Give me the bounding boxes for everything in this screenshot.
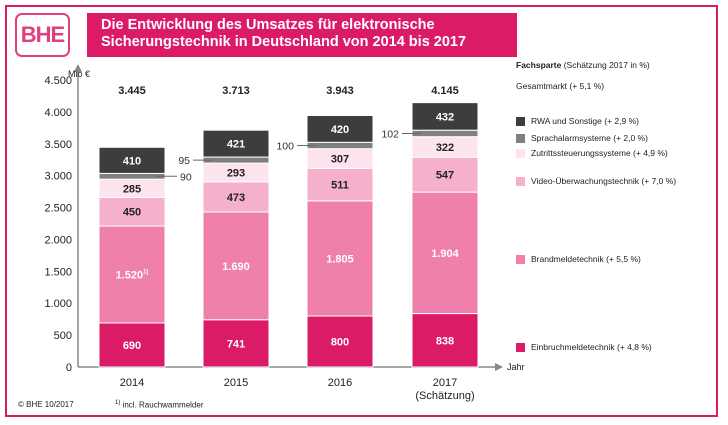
x-axis-arrow <box>495 363 503 371</box>
data-label: 90 <box>180 171 192 183</box>
x-tick-label: 2014 <box>120 377 144 389</box>
legend-item: Einbruchmeldetechnik (+ 4,8 %) <box>516 342 652 352</box>
data-label: 1.904 <box>431 248 459 260</box>
data-label: 410 <box>123 155 141 167</box>
legend-total: Gesamtmarkt (+ 5,1 %) <box>516 81 605 91</box>
y-axis-arrow <box>74 64 82 72</box>
footnote: 1) incl. Rauchwammelder <box>115 400 204 410</box>
data-label: 322 <box>436 142 454 154</box>
legend-swatch <box>516 148 525 158</box>
legend-label: Video-Überwachungstechnik (+ 7,0 %) <box>531 176 677 186</box>
x-tick-label: 2015 <box>224 377 248 389</box>
bar-segment <box>411 102 479 131</box>
bar-segment <box>98 146 166 174</box>
legend-swatch <box>516 116 525 126</box>
footnote-mark: 1) <box>143 270 148 276</box>
data-label: 95 <box>178 155 190 167</box>
data-label: 420 <box>331 124 349 136</box>
data-label: 450 <box>123 207 141 219</box>
bar-segment <box>411 156 479 193</box>
data-label: 285 <box>123 183 141 195</box>
total-label: 4.145 <box>431 85 459 97</box>
bar-segment <box>306 200 374 317</box>
y-tick-label: 3.500 <box>44 139 72 151</box>
y-axis-label: Mio € <box>68 69 90 79</box>
bar-segment <box>411 313 479 368</box>
y-tick-label: 2.000 <box>44 234 72 246</box>
copyright: © BHE 10/2017 <box>18 400 74 409</box>
bar-segment <box>306 115 374 143</box>
data-label: 307 <box>331 153 349 165</box>
y-tick-label: 500 <box>54 330 72 342</box>
data-label: 547 <box>436 170 454 182</box>
data-label: 511 <box>331 180 349 192</box>
data-label: 473 <box>227 192 245 204</box>
bar-segment <box>98 196 166 227</box>
data-label: 1.805 <box>326 253 354 265</box>
total-label: 3.713 <box>222 85 250 97</box>
bar-segment <box>306 167 374 202</box>
chart-frame <box>5 5 718 417</box>
data-label: 741 <box>227 338 245 350</box>
bar-segment <box>411 191 479 315</box>
legend-label: Sprachalarmsysteme (+ 2,0 %) <box>531 133 648 143</box>
title-line-2: Sicherungstechnik in Deutschland von 201… <box>101 34 467 50</box>
legend-swatch <box>516 254 525 264</box>
x-tick-sublabel: (Schätzung) <box>415 390 474 402</box>
bar-segment <box>202 129 270 158</box>
y-tick-label: 1.000 <box>44 298 72 310</box>
legend-label: Einbruchmeldetechnik (+ 4,8 %) <box>531 342 652 352</box>
y-tick-label: 0 <box>66 362 72 374</box>
y-tick-label: 2.500 <box>44 203 72 215</box>
data-label: 293 <box>227 167 245 179</box>
legend-item: Zutrittssteuerungssysteme (+ 4,9 %) <box>516 148 668 158</box>
data-label: 690 <box>123 340 141 352</box>
bar-segment <box>98 322 166 368</box>
bhe-logo: BHE <box>15 13 70 57</box>
data-label: 1.690 <box>222 261 250 273</box>
legend-item: Sprachalarmsysteme (+ 2,0 %) <box>516 133 648 143</box>
total-label: 3.943 <box>326 85 354 97</box>
legend-label: Zutrittssteuerungssysteme (+ 4,9 %) <box>531 148 668 158</box>
x-tick-label: 2017 <box>433 377 457 389</box>
legend-item: RWA und Sonstige (+ 2,9 %) <box>516 116 639 126</box>
legend-swatch <box>516 176 525 186</box>
legend-header: Fachsparte (Schätzung 2017 in %) <box>516 60 650 70</box>
y-tick-label: 4.500 <box>44 75 72 87</box>
legend-label: RWA und Sonstige (+ 2,9 %) <box>531 116 639 126</box>
bar-segment <box>202 181 270 213</box>
chart-title: Die Entwicklung des Umsatzes für elektro… <box>87 13 517 57</box>
x-tick-label: 2016 <box>328 377 352 389</box>
y-tick-label: 3.000 <box>44 171 72 183</box>
data-label: 100 <box>276 140 294 152</box>
data-label: 1.5201) <box>116 270 149 282</box>
data-label: 800 <box>331 336 349 348</box>
data-label: 421 <box>227 139 245 151</box>
y-tick-label: 1.500 <box>44 266 72 278</box>
bar-segment <box>98 225 166 324</box>
bar-segment <box>202 319 270 368</box>
legend-item: Video-Überwachungstechnik (+ 7,0 %) <box>516 176 676 186</box>
legend-swatch <box>516 133 525 143</box>
y-tick-label: 4.000 <box>44 107 72 119</box>
data-label: 102 <box>381 128 399 140</box>
legend-swatch <box>516 342 525 352</box>
x-axis-label: Jahr <box>507 362 525 372</box>
bar-segment <box>306 315 374 368</box>
total-label: 3.445 <box>118 85 146 97</box>
legend-item: Brandmeldetechnik (+ 5,5 %) <box>516 254 641 264</box>
data-label: 432 <box>436 111 454 123</box>
title-line-1: Die Entwicklung des Umsatzes für elektro… <box>101 17 435 33</box>
bar-segment <box>202 211 270 321</box>
legend-label: Brandmeldetechnik (+ 5,5 %) <box>531 254 641 264</box>
data-label: 838 <box>436 335 454 347</box>
